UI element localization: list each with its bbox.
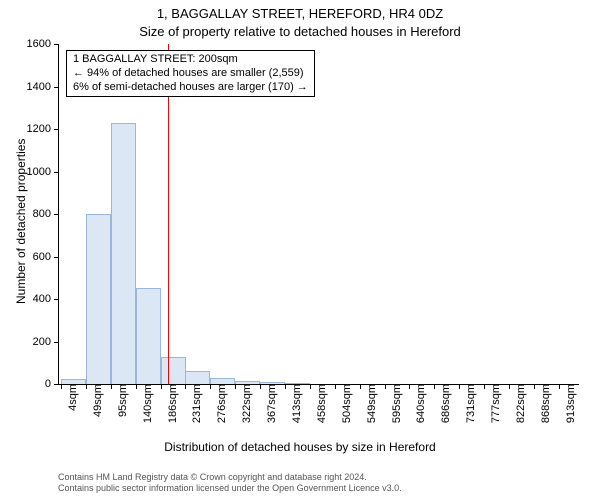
legend-line2: ← 94% of detached houses are smaller (2,… (73, 67, 308, 81)
attribution: Contains HM Land Registry data © Crown c… (58, 472, 402, 495)
y-tick-label: 0 (45, 378, 59, 390)
y-tick-label: 600 (33, 251, 59, 263)
x-tick-label: 868sqm (534, 384, 552, 423)
chart-container: 1, BAGGALLAY STREET, HEREFORD, HR4 0DZ S… (0, 0, 600, 500)
histogram-bar (161, 357, 186, 384)
x-tick-label: 595sqm (385, 384, 403, 423)
attribution-line2: Contains public sector information licen… (58, 483, 402, 494)
histogram-bar (61, 379, 86, 384)
y-tick-label: 1400 (27, 81, 59, 93)
y-tick-label: 1200 (27, 123, 59, 135)
x-tick-label: 549sqm (360, 384, 378, 423)
chart-title-line2: Size of property relative to detached ho… (0, 24, 600, 39)
y-tick-label: 1600 (27, 38, 59, 50)
histogram-bar (285, 383, 310, 384)
x-tick-label: 95sqm (111, 384, 129, 417)
histogram-bar (260, 382, 285, 384)
x-tick-label: 322sqm (235, 384, 253, 423)
histogram-bar (111, 123, 136, 384)
chart-title-line1: 1, BAGGALLAY STREET, HEREFORD, HR4 0DZ (0, 6, 600, 21)
x-tick-label: 413sqm (285, 384, 303, 423)
y-axis-label: Number of detached properties (14, 139, 28, 304)
histogram-bar (86, 214, 111, 384)
x-tick-label: 231sqm (185, 384, 203, 423)
x-tick-label: 4sqm (61, 384, 79, 411)
y-tick-label: 1000 (27, 166, 59, 178)
x-tick-label: 276sqm (210, 384, 228, 423)
y-tick-label: 400 (33, 293, 59, 305)
histogram-bar (235, 381, 260, 384)
attribution-line1: Contains HM Land Registry data © Crown c… (58, 472, 402, 483)
histogram-bar (185, 371, 210, 384)
histogram-bar (210, 378, 235, 384)
y-tick-label: 200 (33, 336, 59, 348)
x-tick-label: 731sqm (459, 384, 477, 423)
x-tick-label: 458sqm (310, 384, 328, 423)
x-tick-label: 504sqm (335, 384, 353, 423)
x-tick-label: 913sqm (559, 384, 577, 423)
x-tick-label: 186sqm (161, 384, 179, 423)
histogram-bar (136, 288, 161, 384)
legend-box: 1 BAGGALLAY STREET: 200sqm ← 94% of deta… (66, 50, 315, 97)
x-tick-label: 140sqm (136, 384, 154, 423)
x-tick-label: 367sqm (260, 384, 278, 423)
legend-line3: 6% of semi-detached houses are larger (1… (73, 81, 308, 95)
x-tick-label: 640sqm (409, 384, 427, 423)
x-tick-label: 686sqm (434, 384, 452, 423)
x-tick-label: 822sqm (509, 384, 527, 423)
x-tick-label: 49sqm (86, 384, 104, 417)
y-tick-label: 800 (33, 208, 59, 220)
legend-line1: 1 BAGGALLAY STREET: 200sqm (73, 53, 308, 67)
x-tick-label: 777sqm (484, 384, 502, 423)
x-axis-label: Distribution of detached houses by size … (0, 440, 600, 454)
